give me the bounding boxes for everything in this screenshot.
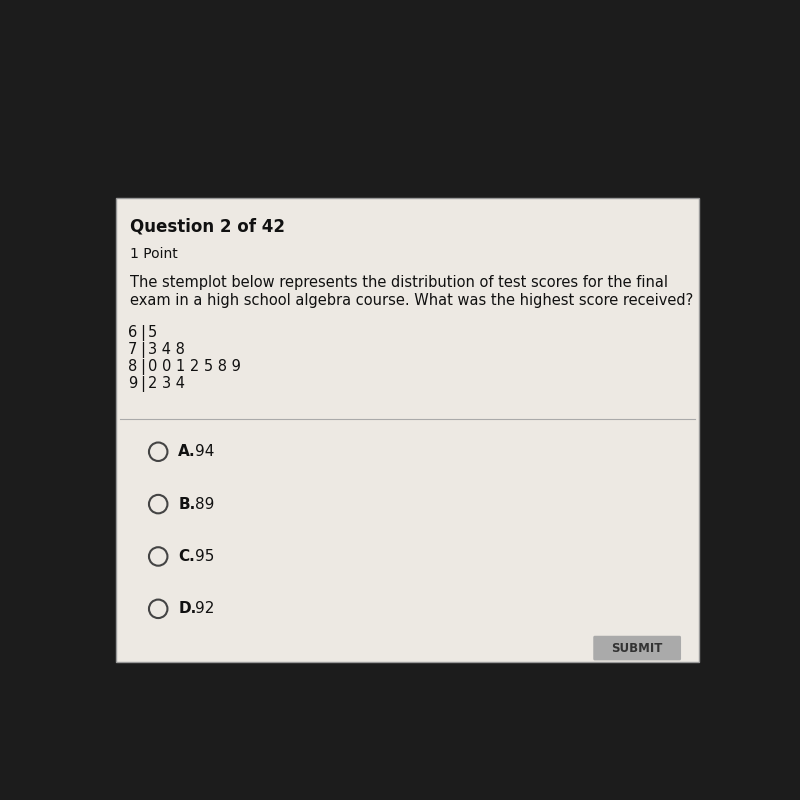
Text: 92: 92 [195,602,214,616]
Text: 6: 6 [128,325,138,340]
Text: 5: 5 [148,325,158,340]
Text: |: | [140,325,145,341]
Text: 7: 7 [128,342,138,357]
Text: 95: 95 [195,549,214,564]
Text: D.: D. [178,602,197,616]
Text: |: | [140,375,145,391]
FancyBboxPatch shape [594,636,681,661]
Text: B.: B. [178,497,195,512]
Text: 1 Point: 1 Point [130,247,178,261]
Text: 8: 8 [128,358,138,374]
Text: exam in a high school algebra course. What was the highest score received?: exam in a high school algebra course. Wh… [130,293,693,308]
Text: 2 3 4: 2 3 4 [148,375,185,390]
Text: Question 2 of 42: Question 2 of 42 [130,218,285,236]
Text: |: | [140,358,145,374]
Text: 0 0 1 2 5 8 9: 0 0 1 2 5 8 9 [148,358,241,374]
Text: The stemplot below represents the distribution of test scores for the final: The stemplot below represents the distri… [130,274,668,290]
Text: SUBMIT: SUBMIT [611,642,663,654]
FancyBboxPatch shape [116,198,698,662]
Text: 94: 94 [195,444,214,459]
Text: |: | [140,342,145,358]
Text: C.: C. [178,549,195,564]
Text: 3 4 8: 3 4 8 [148,342,185,357]
Text: 89: 89 [195,497,214,512]
Text: A.: A. [178,444,196,459]
Text: 9: 9 [128,375,138,390]
